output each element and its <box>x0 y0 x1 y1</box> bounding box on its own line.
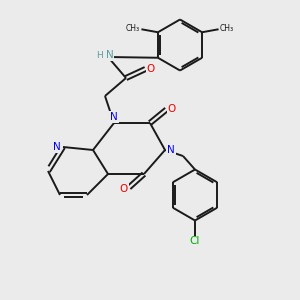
Text: N: N <box>110 112 118 122</box>
Text: N: N <box>106 50 113 61</box>
Text: N: N <box>52 142 60 152</box>
Text: Cl: Cl <box>190 236 200 247</box>
Text: O: O <box>168 104 176 115</box>
Text: CH₃: CH₃ <box>220 24 234 33</box>
Text: CH₃: CH₃ <box>126 24 140 33</box>
Text: O: O <box>119 184 128 194</box>
Text: O: O <box>147 64 155 74</box>
Text: N: N <box>167 145 175 155</box>
Text: H: H <box>96 51 103 60</box>
